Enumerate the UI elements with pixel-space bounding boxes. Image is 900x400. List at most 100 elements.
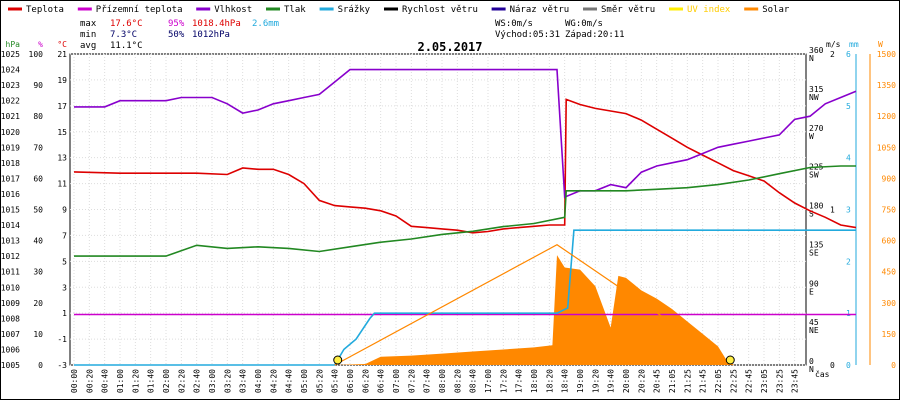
pressure-tick-1: 1006 [1, 345, 20, 354]
legend-label-9: Solar [762, 5, 790, 15]
pressure-tick-8: 1013 [1, 237, 20, 246]
series-line-0 [73, 98, 857, 234]
x-tick-label-4: 01:20 [131, 369, 140, 393]
wind-dir-tick-0: 0 [809, 357, 814, 366]
x-tick-label-37: 20:20 [637, 369, 646, 393]
temperature-tick-2: 1 [62, 309, 67, 318]
x-tick-label-20: 06:40 [377, 369, 386, 393]
stats-min-temp: 7.3°C [110, 30, 137, 40]
wind-dir-tick-6: 270 [809, 124, 824, 133]
temperature-tick-8: 13 [57, 154, 67, 163]
temperature-tick-0: -3 [57, 361, 67, 370]
x-tick-label-14: 04:40 [285, 369, 294, 393]
wind-dir-label-7: NW [809, 93, 819, 102]
x-tick-label-31: 18:20 [545, 369, 554, 393]
x-tick-label-19: 06:20 [361, 369, 370, 393]
stats-min-hum: 50% [168, 30, 185, 40]
humidity-tick-6: 60 [33, 174, 43, 183]
humidity-tick-8: 80 [33, 112, 43, 121]
humidity-tick-2: 20 [33, 299, 43, 308]
x-tick-label-18: 06:00 [346, 369, 355, 393]
stats-max-label: max [80, 19, 97, 29]
pressure-tick-12: 1017 [1, 174, 20, 183]
x-tick-label-21: 07:00 [392, 369, 401, 393]
stats-max-hum: 95% [168, 19, 185, 29]
x-tick-label-44: 22:45 [745, 369, 754, 393]
solar-tick-1: 150 [882, 330, 897, 339]
x-tick-label-24: 08:00 [438, 369, 447, 393]
solar-tick-10: 1500 [877, 50, 896, 59]
pressure-tick-14: 1019 [1, 143, 20, 152]
temperature-tick-11: 19 [57, 76, 67, 85]
series-line-3 [74, 165, 856, 257]
x-tick-label-12: 04:00 [254, 369, 263, 393]
pressure-tick-20: 1025 [1, 50, 20, 59]
wind-dir-tick-7: 315 [809, 85, 824, 94]
x-tick-label-35: 19:40 [607, 369, 616, 393]
rain-tick-5: 5 [846, 102, 851, 111]
pressure-tick-6: 1011 [1, 268, 20, 277]
humidity-tick-0: 0 [38, 361, 43, 370]
x-tick-label-2: 00:40 [101, 369, 110, 393]
legend-label-4: Srážky [338, 5, 371, 15]
legend-label-8: UV index [687, 5, 731, 15]
wind-dir-label-8: N [809, 54, 814, 63]
pressure-tick-19: 1024 [1, 66, 20, 75]
x-tick-label-45: 23:05 [760, 369, 769, 393]
plot-area [73, 68, 857, 366]
pressure-tick-7: 1012 [1, 252, 20, 261]
humidity-tick-7: 70 [33, 143, 43, 152]
sunset-readout: Západ:20:11 [565, 30, 625, 40]
humidity-tick-4: 40 [33, 237, 43, 246]
stats-block: max 17.6°C 95% 1018.4hPa 2.6mm min 7.3°C… [80, 19, 625, 51]
pressure-tick-18: 1023 [1, 81, 20, 90]
humidity-axis-unit: % [38, 40, 43, 49]
temperature-tick-12: 21 [57, 50, 67, 59]
rain-tick-2: 2 [846, 257, 851, 266]
x-tick-label-13: 04:20 [269, 369, 278, 393]
temperature-tick-4: 5 [62, 257, 67, 266]
x-tick-label-27: 17:00 [484, 369, 493, 393]
humidity-tick-3: 30 [33, 268, 43, 277]
x-unit-label: čas [815, 369, 830, 379]
wind-dir-label-2: E [809, 287, 814, 296]
x-axis: 00:00 00:20 00:40 01:00 01:20 01:40 02:00 02:20… [70, 369, 830, 393]
solar-tick-6: 900 [882, 174, 897, 183]
sunrise-readout: Východ:05:31 [495, 30, 560, 40]
humidity-tick-5: 50 [33, 206, 43, 215]
x-tick-label-8: 02:40 [193, 369, 202, 393]
legend-label-7: Směr větru [601, 5, 655, 15]
x-tick-label-15: 05:00 [300, 369, 309, 393]
x-tick-label-9: 03:00 [208, 369, 217, 393]
x-tick-label-28: 17:20 [499, 369, 508, 393]
rain-tick-0: 0 [846, 361, 851, 370]
wind-dir-label-1: NE [809, 326, 819, 335]
x-tick-label-43: 22:25 [729, 369, 738, 393]
pressure-tick-2: 1007 [1, 330, 20, 339]
x-tick-label-30: 18:00 [530, 369, 539, 393]
humidity-tick-10: 100 [29, 50, 44, 59]
x-tick-label-5: 01:40 [147, 369, 156, 393]
x-tick-label-41: 21:45 [699, 369, 708, 393]
x-tick-label-42: 22:05 [714, 369, 723, 393]
wind-dir-label-6: W [809, 132, 814, 141]
solar-tick-9: 1350 [877, 81, 896, 90]
series-line-6 [334, 243, 734, 366]
humidity-tick-1: 10 [33, 330, 43, 339]
x-tick-label-34: 19:20 [591, 369, 600, 393]
x-tick-label-6: 02:00 [162, 369, 171, 393]
series-line-4 [74, 229, 856, 366]
rain-tick-6: 6 [846, 50, 851, 59]
pressure-tick-4: 1009 [1, 299, 20, 308]
temperature-tick-9: 15 [57, 128, 67, 137]
stats-max-temp: 17.6°C [110, 19, 143, 29]
x-tick-label-16: 05:20 [315, 369, 324, 393]
wind-speed-tick-2: 2 [830, 50, 835, 59]
pressure-tick-13: 1018 [1, 159, 20, 168]
x-tick-label-7: 02:20 [177, 369, 186, 393]
wind-dir-label-3: SE [809, 248, 819, 257]
wind-dir-tick-2: 90 [809, 279, 819, 288]
solar-tick-0: 0 [891, 361, 896, 370]
wind-dir-tick-1: 45 [809, 318, 819, 327]
